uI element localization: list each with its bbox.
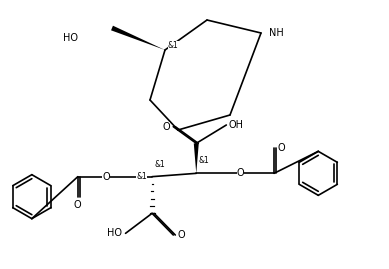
Text: O: O bbox=[163, 122, 170, 132]
Text: OH: OH bbox=[228, 120, 244, 130]
Text: O: O bbox=[277, 143, 285, 153]
Text: &1: &1 bbox=[136, 172, 147, 181]
Text: HO: HO bbox=[107, 228, 121, 238]
Text: &1: &1 bbox=[154, 160, 165, 169]
Polygon shape bbox=[111, 26, 165, 50]
Text: O: O bbox=[102, 172, 110, 182]
Text: &1: &1 bbox=[198, 156, 209, 165]
Text: O: O bbox=[177, 230, 185, 240]
Text: HO: HO bbox=[63, 33, 78, 43]
Text: O: O bbox=[237, 168, 244, 178]
Text: &1: &1 bbox=[168, 41, 179, 49]
Text: NH: NH bbox=[269, 28, 284, 38]
Polygon shape bbox=[194, 143, 199, 173]
Text: O: O bbox=[74, 200, 82, 210]
